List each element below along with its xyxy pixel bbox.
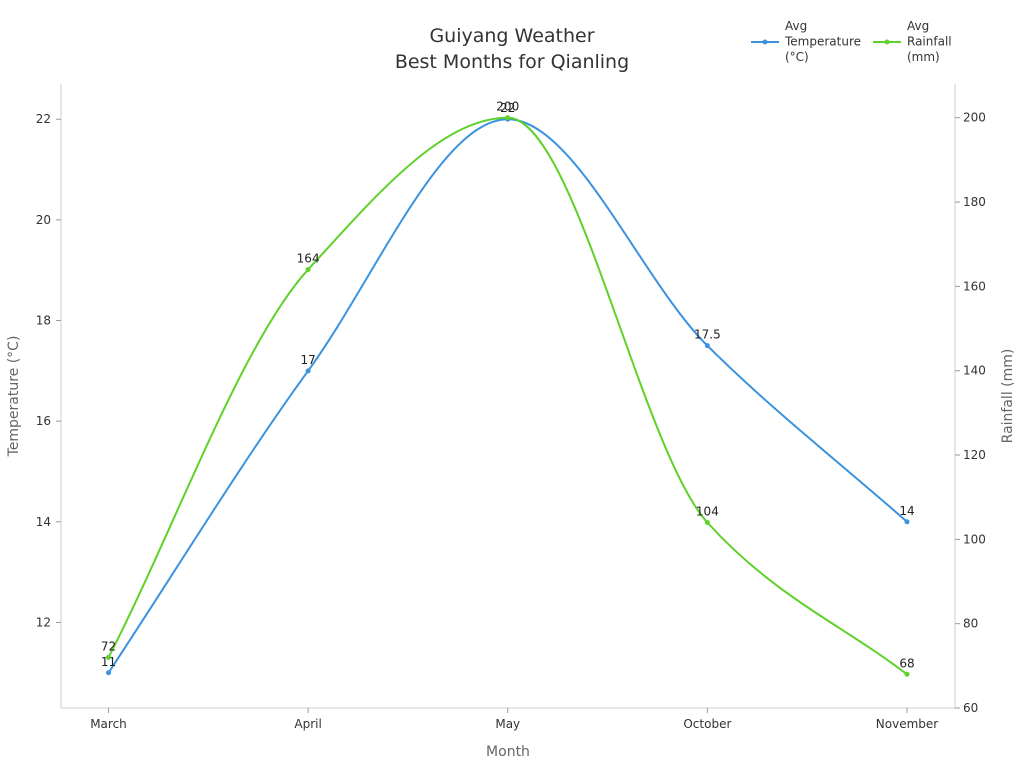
data-label: 11: [101, 655, 116, 669]
y-right-tick-label: 140: [963, 364, 986, 378]
x-tick-label: March: [90, 717, 127, 731]
y-right-tick-label: 60: [963, 701, 978, 715]
data-point[interactable]: [904, 671, 910, 677]
data-point[interactable]: [704, 519, 710, 525]
y-left-tick-label: 18: [36, 314, 51, 328]
legend-label: Rainfall: [907, 35, 952, 49]
chart-title: Guiyang Weather: [429, 25, 594, 47]
legend-label: Temperature: [784, 35, 861, 49]
data-point[interactable]: [106, 670, 111, 676]
y-left-tick-label: 16: [36, 414, 51, 428]
data-point[interactable]: [704, 343, 710, 349]
y-right-tick-label: 80: [963, 617, 978, 631]
data-point[interactable]: [305, 267, 311, 273]
data-label: 200: [496, 100, 519, 114]
data-label: 17.5: [694, 328, 721, 342]
y-right-tick-label: 180: [963, 195, 986, 209]
y-right-ticks: 60 80 100 120 140 160 180 200: [955, 111, 986, 715]
data-label: 164: [297, 252, 320, 266]
data-label: 14: [899, 504, 914, 518]
legend-item[interactable]: Avg Rainfall(mm): [873, 19, 952, 64]
data-label: 68: [899, 656, 914, 670]
series-layer: 11 17 22 17.5 14 72 164 200 104 68: [101, 100, 915, 677]
x-ticks: March April May October November: [90, 708, 938, 731]
x-tick-label: April: [294, 717, 321, 731]
chart-subtitle: Best Months for Qianling: [395, 51, 629, 73]
series-line: [107, 116, 908, 676]
data-point[interactable]: [904, 519, 910, 525]
x-axis-title: Month: [486, 744, 530, 760]
legend-label: Avg: [907, 19, 929, 33]
y-left-tick-label: 20: [36, 213, 51, 227]
legend-label: Avg: [785, 19, 807, 33]
y-left-tick-label: 22: [36, 112, 51, 126]
legend[interactable]: Avg Temperature(°C) Avg Rainfall(mm): [751, 19, 952, 64]
y-left-tick-label: 14: [36, 515, 51, 529]
data-point[interactable]: [305, 368, 311, 374]
series-line: [107, 118, 908, 674]
y-right-tick-label: 200: [963, 111, 986, 125]
y-left-ticks: 12 14 16 18 20 22: [36, 112, 61, 629]
data-point[interactable]: [106, 654, 111, 660]
data-label: 72: [101, 639, 116, 653]
legend-swatch-dot: [762, 39, 768, 45]
y-right-tick-label: 160: [963, 279, 986, 293]
data-label: 22: [500, 101, 515, 115]
data-label: 17: [300, 353, 315, 367]
y-right-axis-title: Rainfall (mm): [1000, 349, 1016, 444]
x-tick-label: May: [495, 717, 520, 731]
y-left-axis-title: Temperature (°C): [6, 336, 22, 458]
data-point[interactable]: [505, 115, 511, 121]
y-right-tick-label: 120: [963, 448, 986, 462]
y-right-tick-label: 100: [963, 532, 986, 546]
series-2: 72 164 200 104 68: [101, 100, 915, 677]
legend-swatch-dot: [884, 39, 890, 45]
x-tick-label: November: [876, 717, 938, 731]
legend-label: (mm): [907, 50, 940, 64]
y-left-tick-label: 12: [36, 615, 51, 629]
x-tick-label: October: [683, 717, 731, 731]
legend-label: (°C): [785, 50, 809, 64]
legend-item[interactable]: Avg Temperature(°C): [751, 19, 861, 64]
axes: [60, 84, 956, 709]
data-label: 104: [696, 504, 719, 518]
series-1: 11 17 22 17.5 14: [101, 101, 915, 676]
